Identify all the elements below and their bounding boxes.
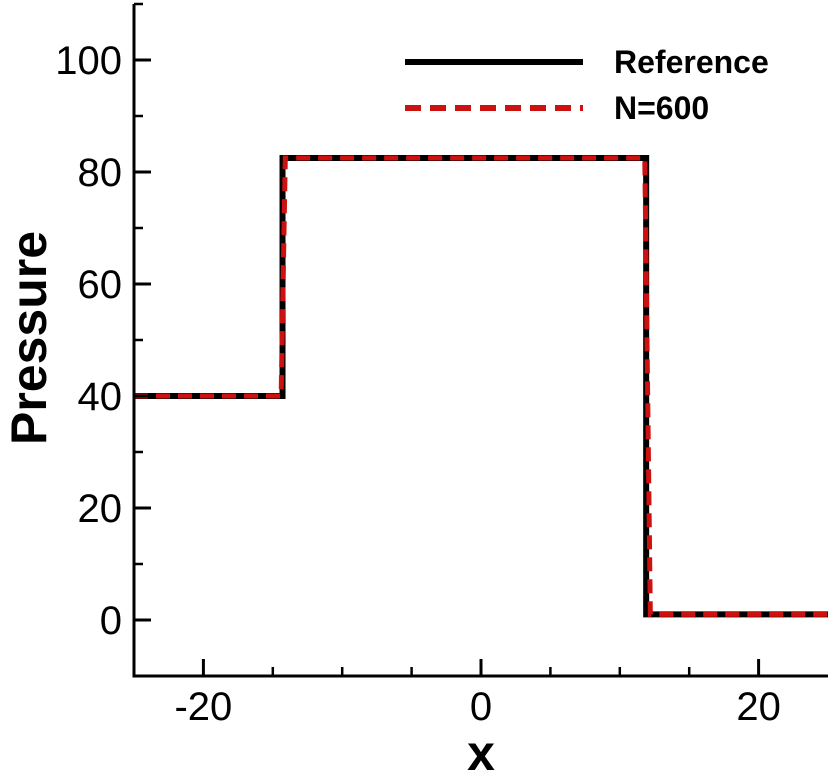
legend-label-n600: N=600 xyxy=(614,90,709,126)
y-tick-label: 60 xyxy=(78,263,123,307)
tick-labels: -20 0 20 0 20 40 60 80 100 xyxy=(55,39,781,729)
x-tick-label: -20 xyxy=(174,685,232,729)
y-tick-label: 80 xyxy=(78,151,123,195)
x-tick-label: 0 xyxy=(470,685,492,729)
legend: Reference N=600 xyxy=(405,44,769,126)
series-line-reference xyxy=(134,155,828,618)
y-tick-label: 100 xyxy=(55,39,122,83)
ticks xyxy=(134,2,761,678)
y-tick-label: 20 xyxy=(78,487,123,531)
y-tick-label: 40 xyxy=(78,375,123,419)
y-axis-title: Pressure xyxy=(1,231,57,445)
x-tick-label: 20 xyxy=(736,685,781,729)
plot-lines xyxy=(134,155,828,618)
series-line-n600 xyxy=(134,155,828,617)
legend-label-reference: Reference xyxy=(614,44,769,80)
y-tick-label: 0 xyxy=(100,599,122,643)
x-axis-title: x xyxy=(467,725,495,773)
